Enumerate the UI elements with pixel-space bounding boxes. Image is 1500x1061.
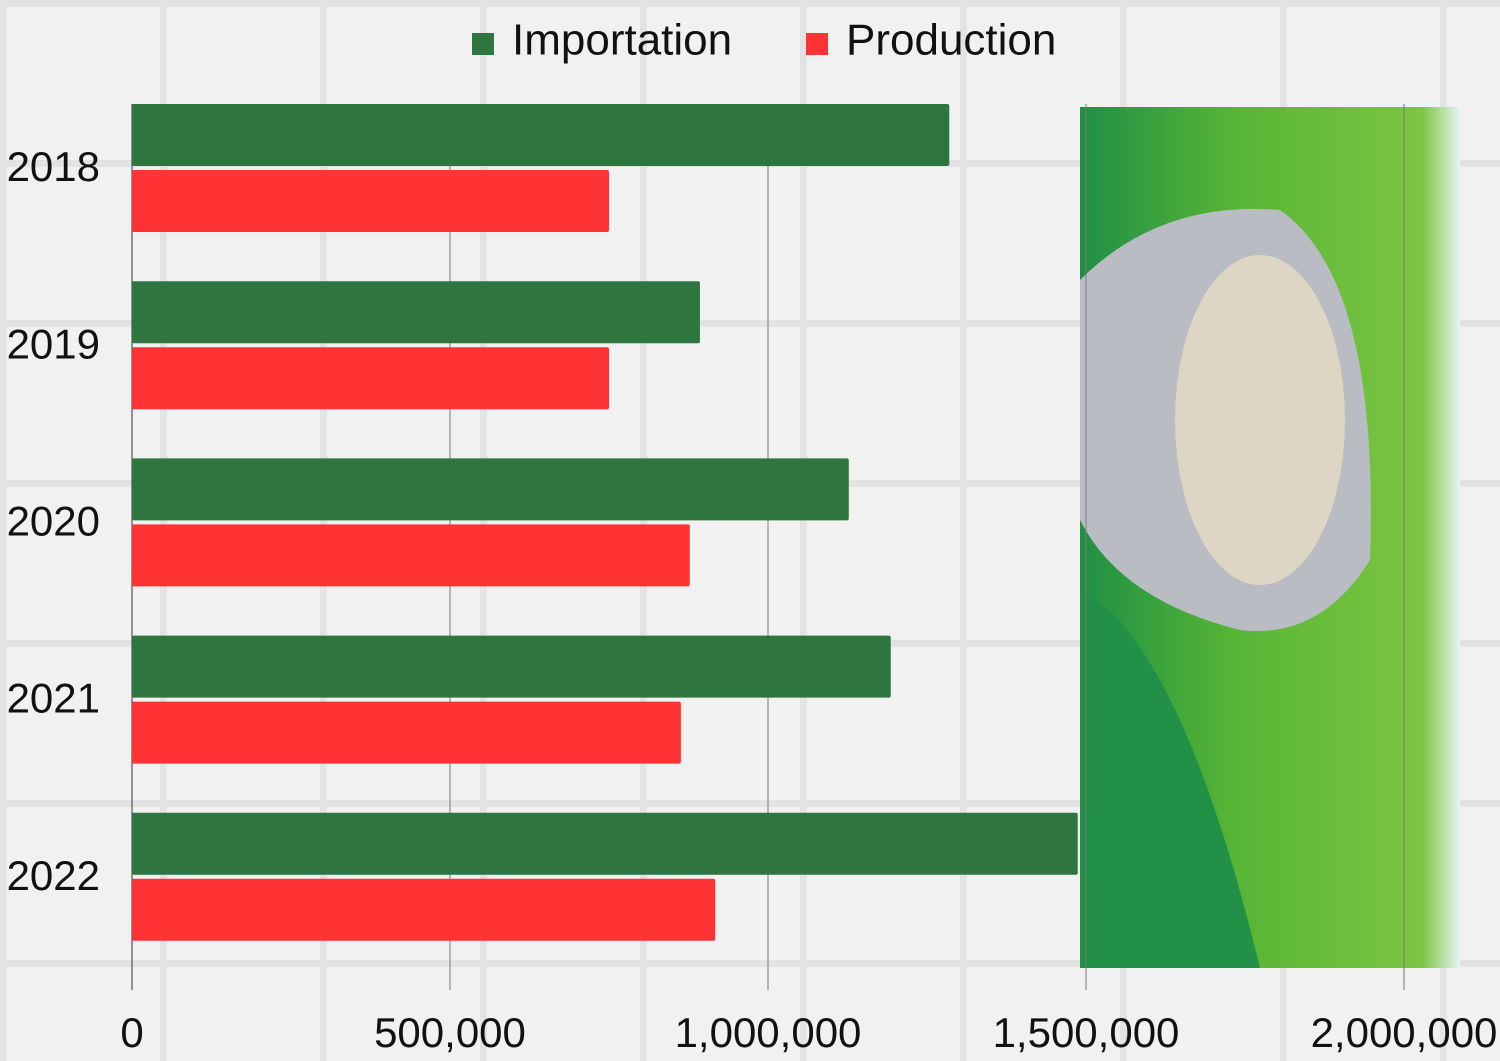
legend-label: Importation — [512, 16, 732, 65]
x-tick-label: 2,000,000 — [1311, 1009, 1498, 1056]
y-tick-label: 2020 — [7, 497, 100, 544]
bar — [132, 281, 700, 344]
legend-swatch — [806, 33, 828, 55]
x-tick-label: 0 — [120, 1009, 143, 1056]
bar — [132, 170, 609, 232]
bar — [132, 458, 849, 521]
legend-swatch — [472, 33, 494, 55]
x-tick-label: 500,000 — [374, 1009, 526, 1056]
bar — [132, 635, 891, 698]
x-tick-label: 1,500,000 — [993, 1009, 1180, 1056]
y-tick-label: 2018 — [7, 143, 100, 190]
bar — [132, 347, 609, 410]
x-tick-label: 1,000,000 — [675, 1009, 862, 1056]
y-tick-label: 2021 — [7, 675, 100, 722]
bar — [132, 524, 690, 587]
bar — [132, 812, 1078, 875]
bar — [132, 104, 950, 166]
y-tick-label: 2022 — [7, 852, 100, 899]
bar — [132, 701, 681, 764]
photo — [1080, 107, 1460, 968]
y-tick-label: 2019 — [7, 320, 100, 367]
bar — [132, 878, 716, 941]
legend-label: Production — [846, 16, 1056, 65]
